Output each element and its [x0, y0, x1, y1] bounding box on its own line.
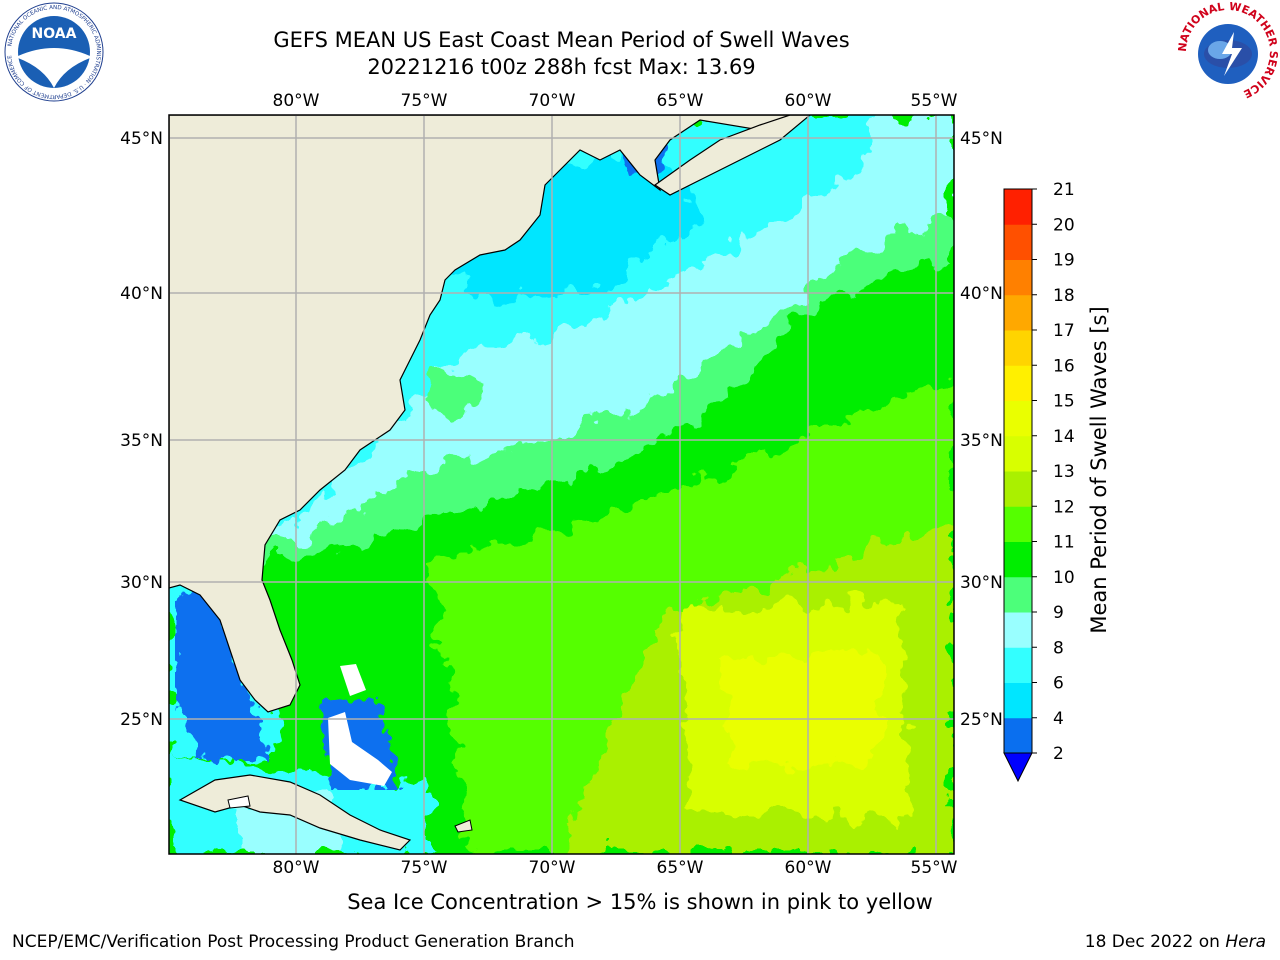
lat-label: 25°N — [960, 710, 1003, 730]
cuba-landmass — [178, 774, 412, 851]
colorbar-tick-label: 17 — [1053, 321, 1075, 341]
colorbar-swatch — [1004, 506, 1032, 542]
colorbar-swatch — [1004, 259, 1032, 296]
lon-label: 65°W — [657, 858, 704, 878]
lat-label: 35°N — [960, 431, 1003, 451]
noaa-logo: NATIONAL OCEANIC AND ATMOSPHERIC ADMINIS… — [4, 2, 104, 102]
colorbar-swatch — [1004, 294, 1032, 331]
colorbar-tick-label: 2 — [1053, 744, 1064, 764]
colorbar-tick-label: 6 — [1053, 674, 1064, 694]
map-subtitle: 20221216 t00z 288h fcst Max: 13.69 — [367, 55, 756, 79]
lon-label: 60°W — [785, 858, 832, 878]
colorbar-swatch — [1004, 224, 1032, 260]
lon-label: 60°W — [785, 91, 832, 111]
lat-labels-left: 45°N 40°N 35°N 30°N 25°N — [120, 129, 163, 730]
lat-label: 30°N — [120, 573, 163, 593]
colorbar-extend-arrow — [1003, 752, 1033, 783]
footer-date-text: 18 Dec 2022 on — [1084, 932, 1226, 952]
colorbar-tick-label: 13 — [1053, 462, 1075, 482]
lon-label: 75°W — [401, 91, 448, 111]
lon-labels-top: 80°W 75°W 70°W 65°W 60°W 55°W — [273, 91, 958, 111]
lon-label: 75°W — [401, 858, 448, 878]
colorbar-swatch — [1004, 330, 1032, 366]
lon-labels-bottom: 80°W 75°W 70°W 65°W 60°W 55°W — [273, 858, 958, 878]
map-title: GEFS MEAN US East Coast Mean Period of S… — [273, 28, 850, 52]
lon-label: 70°W — [529, 858, 576, 878]
lat-label: 45°N — [960, 129, 1003, 149]
colorbar-swatch — [1004, 717, 1032, 754]
colorbar-swatch — [1004, 189, 1032, 225]
colorbar-swatch — [1004, 365, 1032, 401]
colorbar-swatch — [1004, 471, 1032, 507]
lat-label: 45°N — [120, 129, 163, 149]
colorbar-tick-label: 21 — [1053, 180, 1075, 200]
colorbar-swatch — [1004, 576, 1032, 613]
swell-period-field — [169, 115, 954, 854]
lat-label: 40°N — [960, 284, 1003, 304]
lat-labels-right: 45°N 40°N 35°N 30°N 25°N — [960, 129, 1003, 730]
colorbar-tick-label: 4 — [1053, 709, 1064, 729]
lat-label: 25°N — [120, 710, 163, 730]
colorbar-tick-label: 18 — [1053, 286, 1075, 306]
lat-label: 35°N — [120, 431, 163, 451]
svg-text:NOAA: NOAA — [32, 26, 77, 42]
colorbar-tick-label: 19 — [1053, 251, 1075, 271]
colorbar-tick-label: 15 — [1053, 392, 1075, 412]
colorbar-tick-label: 14 — [1053, 427, 1075, 447]
colorbar-swatch — [1004, 435, 1032, 472]
lon-label: 70°W — [529, 91, 576, 111]
colorbar: 2 4 6 8 9 10 11 12 13 14 15 16 17 18 19 20 21 — [1003, 180, 1075, 783]
colorbar-tick-label: 16 — [1053, 356, 1075, 376]
us-landmass — [169, 115, 801, 713]
colorbar-tick-label: 9 — [1053, 603, 1064, 623]
colorbar-swatch — [1004, 647, 1032, 683]
colorbar-label: Mean Period of Swell Waves [s] — [1087, 306, 1111, 633]
colorbar-swatch — [1004, 682, 1032, 719]
lon-label: 80°W — [273, 858, 320, 878]
graticule — [169, 115, 954, 854]
colorbar-swatch — [1004, 400, 1032, 437]
colorbar-tick-label: 11 — [1053, 533, 1075, 553]
lon-label: 55°W — [911, 91, 958, 111]
footer-host: Hera — [1225, 932, 1266, 952]
colorbar-tick-label: 12 — [1053, 497, 1075, 517]
map-frame — [168, 114, 955, 855]
nws-logo: NATIONAL WEATHER SERVICE — [1178, 2, 1278, 101]
colorbar-swatch — [1004, 541, 1032, 578]
colorbar-tick-label: 8 — [1053, 638, 1064, 658]
lat-label: 30°N — [960, 573, 1003, 593]
sea-ice-note: Sea Ice Concentration > 15% is shown in … — [347, 890, 933, 914]
lat-label: 40°N — [120, 284, 163, 304]
footer-date: 18 Dec 2022 on Hera — [1085, 932, 1266, 952]
lon-label: 80°W — [273, 91, 320, 111]
lon-label: 55°W — [911, 858, 958, 878]
colorbar-tick-label: 20 — [1053, 215, 1075, 235]
colorbar-swatch — [1004, 612, 1032, 648]
footer-credit: NCEP/EMC/Verification Post Processing Pr… — [12, 932, 575, 952]
colorbar-tick-label: 10 — [1053, 568, 1075, 588]
lon-label: 65°W — [657, 91, 704, 111]
